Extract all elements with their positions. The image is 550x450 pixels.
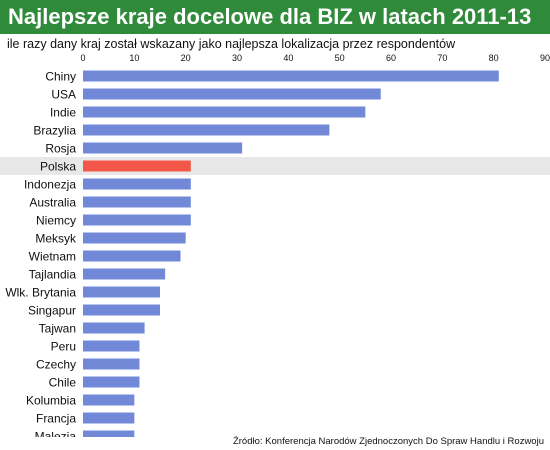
category-label: Wlk. Brytania: [5, 286, 76, 300]
chart-title: Najlepsze kraje docelowe dla BIZ w latac…: [8, 4, 532, 29]
x-tick-label: 50: [335, 53, 345, 63]
category-label: Meksyk: [35, 232, 77, 246]
category-label: Brazylia: [33, 124, 76, 138]
x-tick-label: 40: [283, 53, 293, 63]
x-tick-label: 30: [232, 53, 242, 63]
highlighted-bar: [83, 160, 191, 172]
bar: [83, 430, 135, 437]
category-label: USA: [51, 88, 76, 102]
category-label: Kolumbia: [26, 394, 76, 408]
category-label: Singapur: [28, 304, 76, 318]
category-label: Francja: [36, 412, 76, 426]
category-label: Niemcy: [36, 214, 76, 228]
category-label: Wietnam: [29, 250, 76, 264]
bar: [83, 268, 166, 280]
bar: [83, 394, 135, 406]
category-label: Indonezja: [24, 178, 76, 192]
bar: [83, 142, 243, 154]
category-label: Malezja: [35, 430, 77, 438]
x-tick-label: 70: [437, 53, 447, 63]
title-banner: Najlepsze kraje docelowe dla BIZ w latac…: [0, 0, 550, 34]
bar: [83, 124, 330, 136]
category-label: Chiny: [45, 70, 76, 84]
x-tick-label: 60: [386, 53, 396, 63]
bar: [83, 340, 140, 352]
bar: [83, 196, 191, 208]
bar: [83, 178, 191, 190]
category-label: Indie: [50, 106, 76, 120]
bar: [83, 412, 135, 424]
bar: [83, 250, 181, 262]
category-label: Tajlandia: [29, 268, 77, 282]
x-tick-label: 10: [129, 53, 139, 63]
source-note: Źródło: Konferencja Narodów Zjednoczonyc…: [232, 436, 544, 447]
chart-subtitle: ile razy dany kraj został wskazany jako …: [7, 37, 456, 51]
bar: [83, 358, 140, 370]
bar: [83, 376, 140, 388]
x-tick-label: 90: [540, 53, 550, 63]
highlight-band: [0, 157, 550, 175]
bar-chart: 0 10 20 30 40 50 60 70 80 90 Chiny USA Indie Brazylia…: [0, 53, 550, 438]
x-tick-label: 80: [489, 53, 499, 63]
bar: [83, 232, 186, 244]
bar: [83, 304, 160, 316]
category-label: Rosja: [45, 142, 76, 156]
bar: [83, 106, 366, 118]
bar: [83, 70, 499, 82]
category-label: Polska: [40, 160, 76, 174]
bar: [83, 286, 160, 298]
category-label: Australia: [29, 196, 76, 210]
category-label: Peru: [51, 340, 76, 354]
bar: [83, 88, 381, 100]
x-tick-label: 0: [80, 53, 85, 63]
bar: [83, 214, 191, 226]
category-label: Tajwan: [39, 322, 76, 336]
category-label: Chile: [49, 376, 77, 390]
category-label: Czechy: [36, 358, 76, 372]
x-tick-label: 20: [181, 53, 191, 63]
bar: [83, 322, 145, 334]
